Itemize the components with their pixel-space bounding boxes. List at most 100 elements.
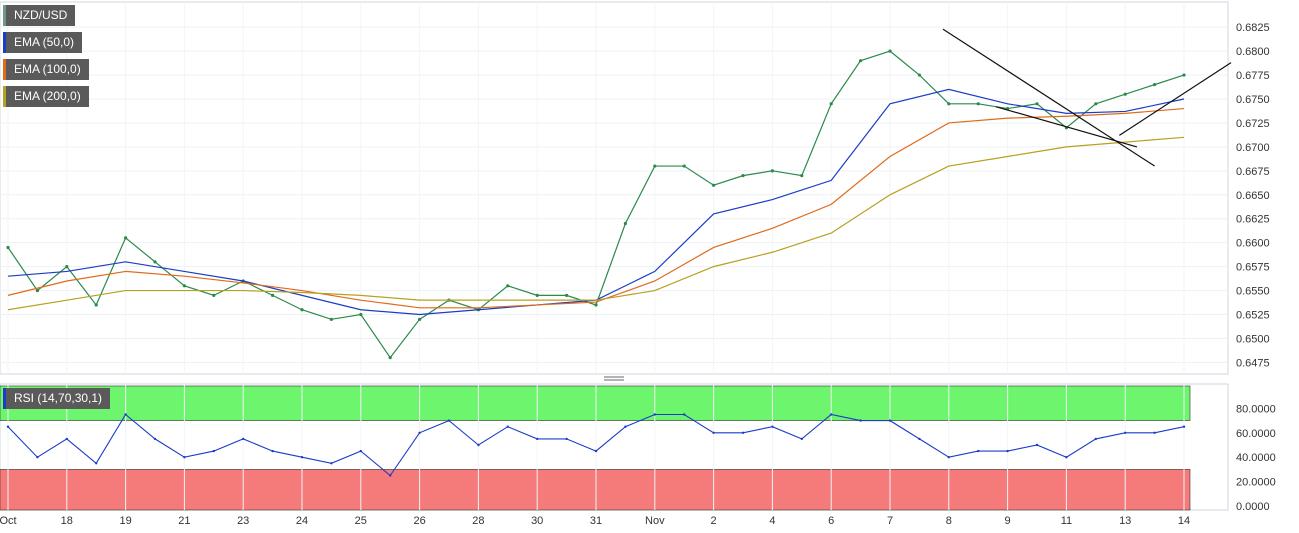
rsi-y-tick-label: 40.0000 xyxy=(1236,452,1276,464)
price-point xyxy=(153,260,157,264)
x-tick-label: 14 xyxy=(1178,515,1190,527)
price-y-tick-label: 0.6475 xyxy=(1236,357,1270,369)
x-tick-label: 24 xyxy=(296,515,308,527)
rsi-point xyxy=(977,449,980,453)
rsi-point xyxy=(1153,431,1156,434)
rsi-point xyxy=(859,419,862,422)
legend-ema-200[interactable]: EMA (200,0) xyxy=(3,86,89,107)
price-point xyxy=(741,174,745,178)
legend-rsi[interactable]: RSI (14,70,30,1) xyxy=(3,388,111,409)
rsi-point xyxy=(741,431,745,434)
trendline[interactable] xyxy=(995,106,1138,148)
price-point xyxy=(1123,92,1127,96)
rsi-point xyxy=(477,443,480,447)
price-y-tick-label: 0.6750 xyxy=(1236,94,1270,106)
x-tick-label: 21 xyxy=(178,515,190,527)
rsi-point xyxy=(1035,443,1039,447)
rsi-point xyxy=(800,437,803,441)
rsi-point xyxy=(918,437,921,441)
price-y-tick-label: 0.6550 xyxy=(1236,286,1270,298)
price-point xyxy=(947,102,951,106)
rsi-y-tick-label: 20.0000 xyxy=(1236,477,1276,489)
price-point xyxy=(712,183,716,187)
price-y-tick-label: 0.6500 xyxy=(1236,333,1270,345)
panel-resize-handle[interactable] xyxy=(604,376,624,381)
x-tick-label: 28 xyxy=(472,515,484,527)
x-tick-label: Nov xyxy=(645,515,665,527)
rsi-point xyxy=(359,449,362,453)
legend-ema-50[interactable]: EMA (50,0) xyxy=(3,32,83,53)
price-point xyxy=(94,303,98,307)
x-tick-label: Oct xyxy=(0,515,17,527)
rsi-point xyxy=(389,474,392,477)
x-tick-label: 30 xyxy=(531,515,543,527)
trendline[interactable] xyxy=(942,28,1155,167)
price-point xyxy=(506,284,510,288)
price-point xyxy=(682,164,686,168)
rsi-y-axis: 80.0000 60.0000 40.0000 20.0000 0.0000 xyxy=(1236,403,1276,513)
series-line-ema-100-0- xyxy=(7,107,1185,309)
price-y-tick-label: 0.6650 xyxy=(1236,190,1270,202)
price-y-tick-label: 0.6725 xyxy=(1236,118,1270,130)
price-point xyxy=(1094,102,1098,106)
price-point xyxy=(1153,83,1157,87)
rsi-y-tick-label: 0.0000 xyxy=(1236,501,1270,513)
rsi-point xyxy=(418,431,421,434)
x-tick-label: 2 xyxy=(711,515,717,527)
rsi-series xyxy=(6,413,1186,477)
rsi-point xyxy=(1065,456,1068,459)
price-point xyxy=(888,49,892,53)
price-point xyxy=(1182,73,1186,77)
rsi-point xyxy=(594,449,598,453)
price-point xyxy=(623,221,628,226)
price-y-tick-label: 0.6575 xyxy=(1236,262,1270,274)
price-point xyxy=(300,308,304,312)
rsi-point xyxy=(1124,431,1127,434)
price-point xyxy=(271,293,275,297)
x-tick-label: 4 xyxy=(769,515,775,527)
rsi-point xyxy=(6,425,10,428)
rsi-point xyxy=(65,437,69,441)
legend-label: EMA (50,0) xyxy=(14,35,75,49)
x-tick-label: 25 xyxy=(355,515,367,527)
x-axis: Oct 18 19 21 23 24 25 26 28 30 31 Nov 2 4 6 7 8 9 11 13 14 xyxy=(0,515,1190,527)
legend-label: EMA (100,0) xyxy=(14,62,81,76)
rsi-point xyxy=(712,431,715,434)
rsi-point xyxy=(153,437,157,441)
price-panel xyxy=(0,1,1229,375)
price-point xyxy=(1035,102,1039,106)
x-tick-label: 9 xyxy=(1005,515,1011,527)
rsi-point xyxy=(447,419,451,422)
price-point xyxy=(6,245,10,250)
x-tick-label: 11 xyxy=(1061,515,1072,527)
legend-ema-100[interactable]: EMA (100,0) xyxy=(3,59,89,80)
rsi-point xyxy=(1182,425,1186,428)
rsi-point xyxy=(624,425,627,428)
price-point xyxy=(829,102,833,106)
price-y-tick-label: 0.6675 xyxy=(1236,166,1270,178)
x-tick-label: 18 xyxy=(61,515,73,527)
price-y-tick-label: 0.6825 xyxy=(1236,22,1270,34)
price-point xyxy=(359,312,363,317)
trendline[interactable] xyxy=(1118,62,1232,136)
price-y-tick-label: 0.6775 xyxy=(1236,70,1270,82)
rsi-point xyxy=(212,449,215,453)
rsi-point xyxy=(506,425,509,428)
x-tick-label: 6 xyxy=(828,515,834,527)
rsi-point xyxy=(36,456,39,459)
rsi-point xyxy=(124,413,127,416)
x-tick-label: 13 xyxy=(1119,515,1131,527)
rsi-oversold-zone xyxy=(0,469,1191,511)
legend-nzdusd[interactable]: NZD/USD xyxy=(3,5,76,26)
price-point xyxy=(800,174,804,178)
x-tick-label: 26 xyxy=(413,515,425,527)
price-grid xyxy=(0,2,1228,374)
legend-label: NZD/USD xyxy=(14,8,68,22)
x-tick-label: 23 xyxy=(237,515,249,527)
rsi-point xyxy=(536,437,539,441)
price-y-tick-label: 0.6625 xyxy=(1236,214,1270,226)
price-point xyxy=(976,102,980,106)
price-point xyxy=(124,236,128,240)
rsi-overbought-zone xyxy=(0,385,1191,421)
